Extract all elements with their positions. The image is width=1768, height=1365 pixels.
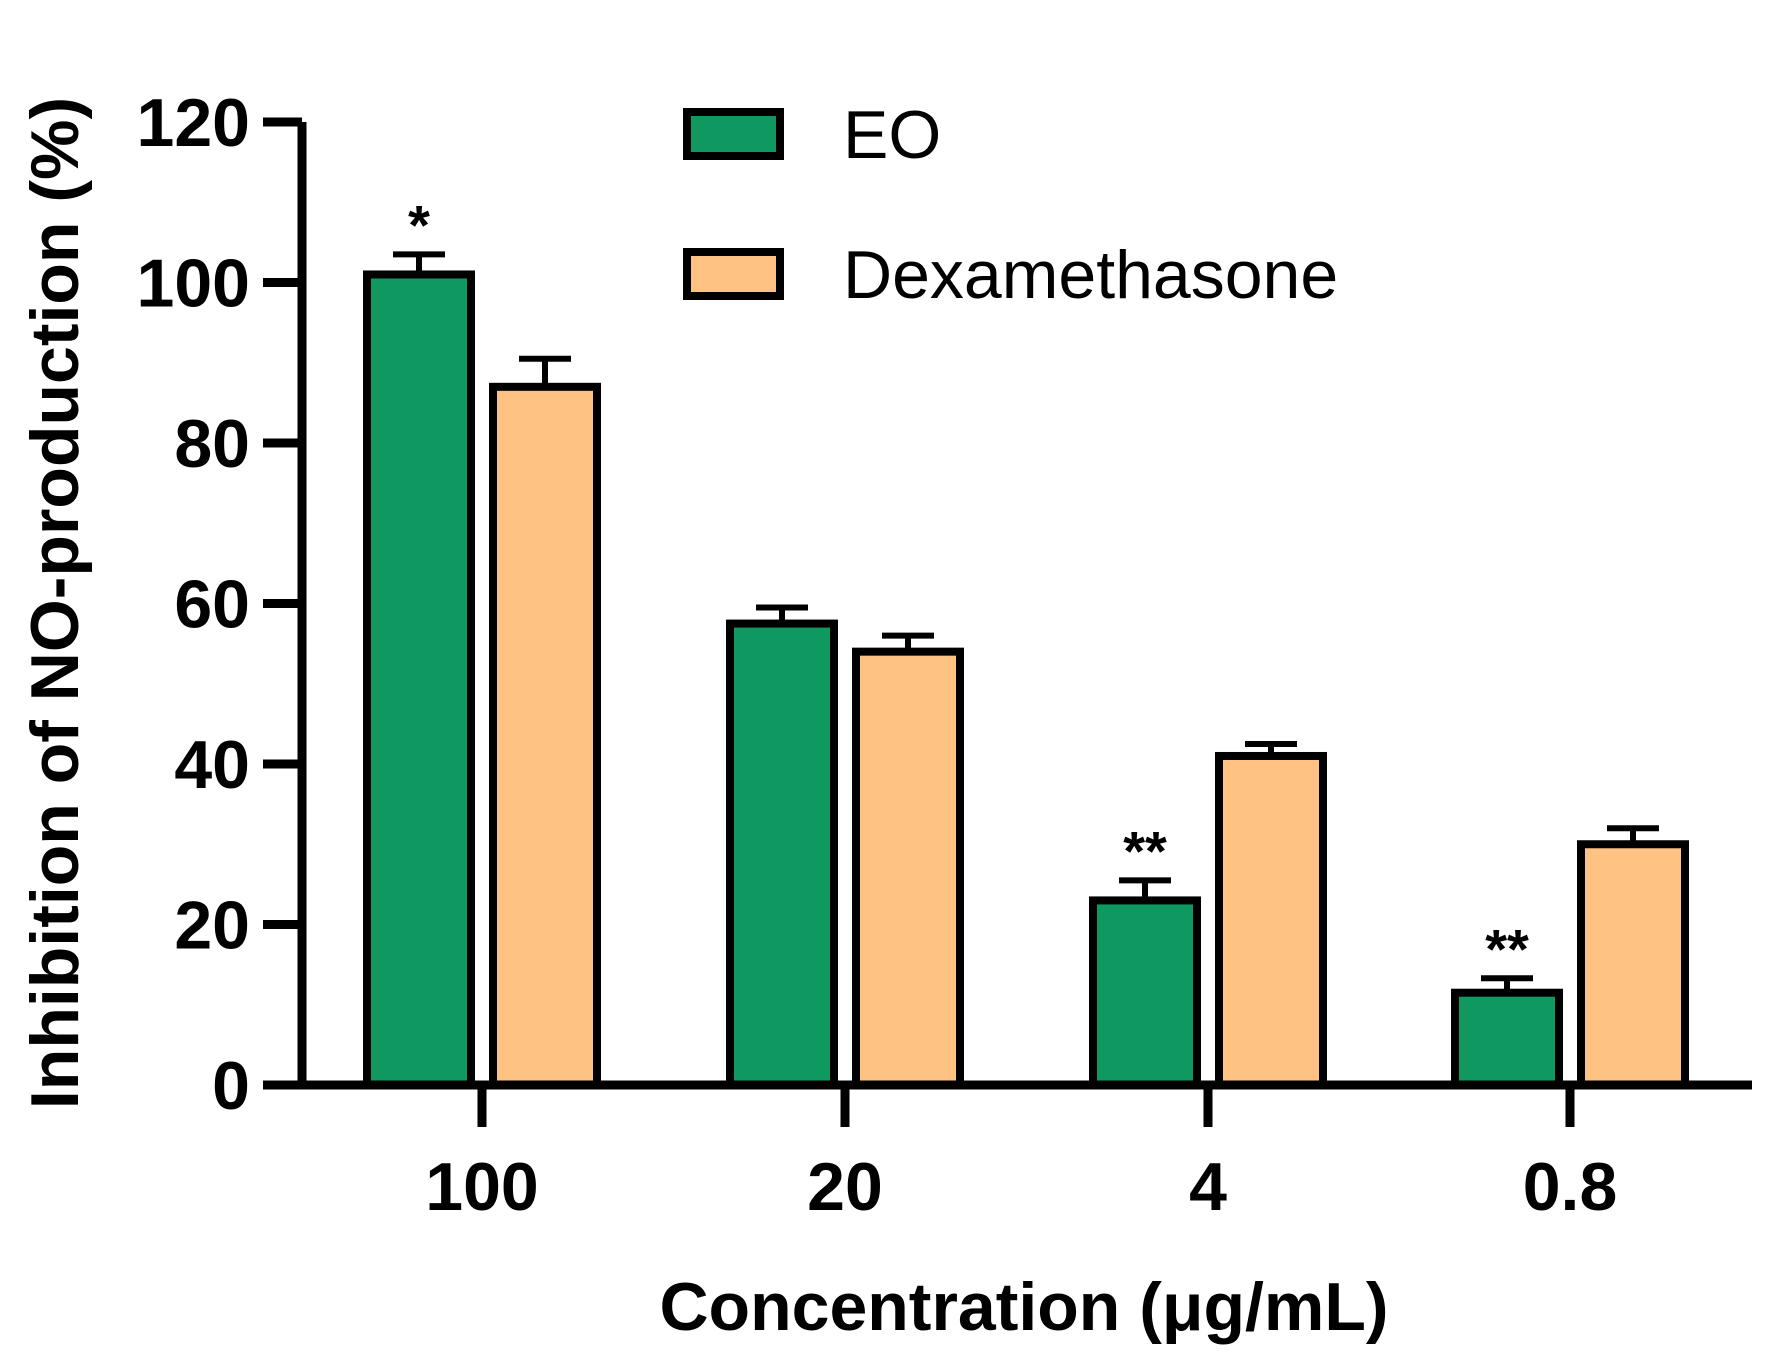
bar-eo-4 bbox=[1089, 896, 1201, 1089]
x-tick-label-20: 20 bbox=[807, 1149, 883, 1225]
y-tick-label-40: 40 bbox=[174, 727, 250, 803]
y-tick-label-120: 120 bbox=[137, 85, 250, 161]
y-ticks-layer: 0 20 40 60 80 100 120 bbox=[137, 85, 302, 1124]
bar-dexamethasone-4 bbox=[1215, 751, 1327, 1089]
bar-dexamethasone-20 bbox=[852, 647, 964, 1090]
bar-eo-0_8 bbox=[1451, 988, 1563, 1090]
x-ticks-layer: 100 20 4 0.8 bbox=[425, 1085, 1617, 1225]
bar-eo-100 bbox=[363, 270, 475, 1090]
y-tick-label-100: 100 bbox=[137, 246, 250, 322]
bar-dexamethasone-0_8 bbox=[1577, 840, 1689, 1089]
x-tick-label-100: 100 bbox=[425, 1149, 538, 1225]
bar-dexamethasone-100 bbox=[489, 382, 601, 1089]
significance-marker-4: ** bbox=[1123, 819, 1167, 882]
significance-marker-100: * bbox=[408, 193, 430, 256]
legend-swatch-dexamethasone bbox=[683, 248, 784, 300]
error-bars-layer bbox=[393, 251, 1659, 993]
legend-label-dexamethasone: Dexamethasone bbox=[843, 237, 1338, 313]
legend: EO Dexamethasone bbox=[683, 97, 1338, 313]
x-tick-label-0_8: 0.8 bbox=[1523, 1149, 1618, 1225]
y-tick-label-0: 0 bbox=[212, 1048, 250, 1124]
y-axis-title: Inhibition of NO-production (%) bbox=[17, 97, 93, 1109]
y-tick-label-20: 20 bbox=[174, 888, 250, 964]
y-tick-label-80: 80 bbox=[174, 406, 250, 482]
bar-eo-20 bbox=[726, 619, 838, 1089]
significance-layer: ***** bbox=[408, 193, 1529, 980]
significance-marker-0_8: ** bbox=[1485, 917, 1529, 980]
x-tick-label-4: 4 bbox=[1189, 1149, 1227, 1225]
x-axis-title: Concentration (μg/mL) bbox=[659, 1269, 1388, 1345]
legend-label-eo: EO bbox=[843, 97, 941, 173]
legend-swatch-eo bbox=[683, 108, 784, 160]
y-tick-label-60: 60 bbox=[174, 567, 250, 643]
